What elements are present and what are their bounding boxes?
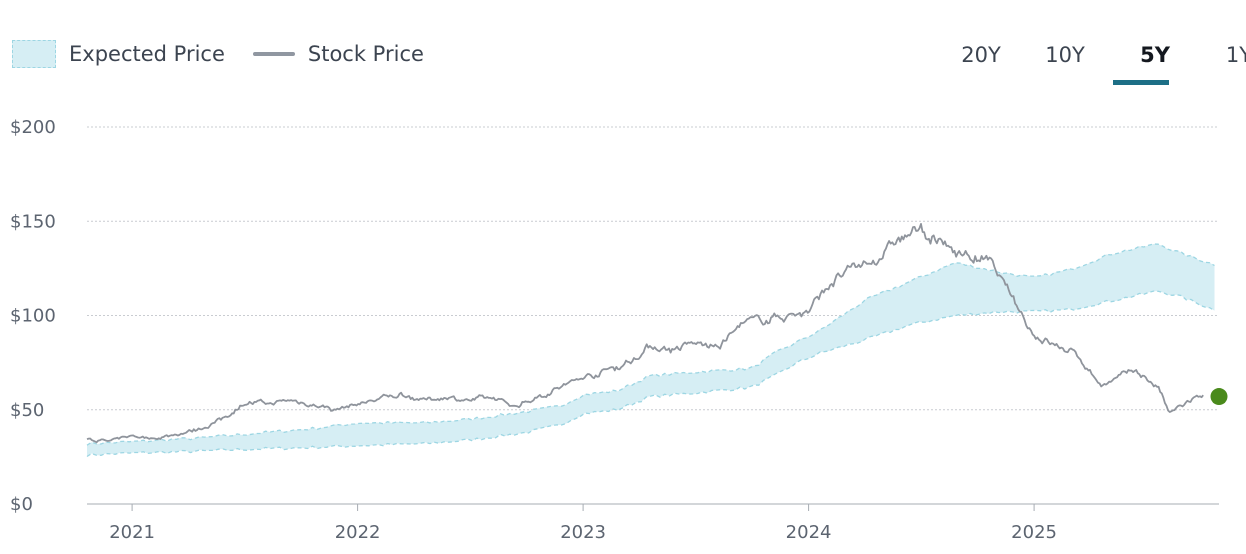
expected-price-swatch: [12, 40, 56, 68]
tab-10y[interactable]: 10Y: [1045, 43, 1085, 67]
x-tick-label: 2025: [1011, 522, 1057, 543]
stock-price-legend-label: Stock Price: [307, 42, 424, 66]
expected-price-lower-edge: [86, 290, 1215, 458]
current-price-marker: [1210, 388, 1228, 406]
tab-5y[interactable]: 5Y: [1140, 43, 1170, 67]
expected-price-upper-edge: [86, 243, 1215, 446]
stock-price-line: [86, 223, 1204, 444]
stock-price-swatch: [252, 52, 295, 56]
tab-1y[interactable]: 1Y: [1225, 43, 1246, 67]
y-tick-label: $150: [10, 211, 56, 232]
x-tick-label: 2022: [335, 522, 381, 543]
expected-price-band: [87, 244, 1215, 457]
x-tick-label: 2024: [786, 522, 832, 543]
x-tick-label: 2021: [109, 522, 155, 543]
y-tick-label: $100: [10, 306, 56, 327]
chart-legend: Expected Price Stock Price: [12, 38, 424, 70]
expected-price-legend-label: Expected Price: [69, 42, 225, 66]
tab-20y[interactable]: 20Y: [961, 43, 1001, 67]
y-tick-label: $0: [10, 494, 33, 515]
active-tab-indicator: [1113, 80, 1169, 85]
y-tick-label: $200: [10, 117, 56, 138]
y-tick-label: $50: [10, 400, 44, 421]
x-tick-label: 2023: [560, 522, 606, 543]
